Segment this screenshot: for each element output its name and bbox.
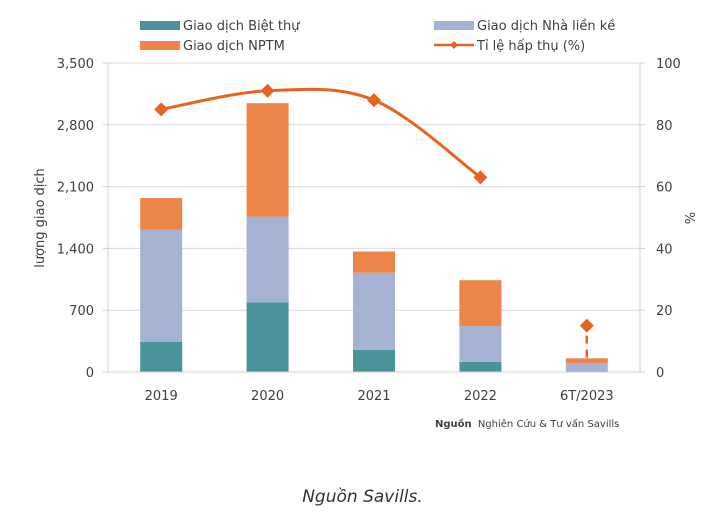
- image-caption: Nguồn Savills.: [302, 487, 423, 507]
- y-axis-ticks: 0 700 1,400 2,100 2,800 3,500: [57, 57, 108, 381]
- y-tick-label: 0: [86, 366, 94, 381]
- legend-swatch: [434, 21, 474, 30]
- y-tick-label: 1,400: [57, 242, 94, 257]
- legend-swatch: [140, 21, 180, 30]
- x-tick-label: 2022: [464, 389, 497, 404]
- bar-segment: [459, 280, 502, 327]
- legend-swatch: [140, 41, 180, 50]
- gridlines: [108, 62, 640, 311]
- y-tick-label: 3,500: [57, 57, 94, 72]
- x-axis-ticks: 2019 2020 2021 2022 6T/2023: [145, 389, 614, 404]
- bar-segment: [246, 216, 289, 303]
- line-marker: [367, 93, 381, 108]
- bar-segment: [246, 302, 289, 372]
- y2-tick-label: 80: [656, 119, 673, 134]
- y2-tick-label: 40: [656, 242, 673, 257]
- legend-label: Giao dịch NPTM: [183, 39, 285, 54]
- y-tick-label: 700: [69, 304, 94, 319]
- x-tick-label: 2019: [145, 389, 178, 404]
- bar-segment: [140, 341, 183, 372]
- legend-label: Giao dịch Nhà liền kề: [477, 19, 615, 34]
- bar-segment: [353, 251, 395, 273]
- y2-axis-title: %: [681, 212, 696, 224]
- x-tick-label: 2021: [357, 389, 390, 404]
- legend-marker: [450, 41, 458, 49]
- source-label: Nguồn: [435, 417, 472, 430]
- y2-tick-label: 20: [656, 304, 673, 319]
- bar-segment: [459, 361, 502, 372]
- y2-axis-ticks: 0 20 40 60 80 100: [640, 57, 681, 381]
- line-marker: [260, 83, 275, 98]
- legend-label: Giao dịch Biệt thự: [183, 19, 300, 34]
- line-marker: [154, 102, 169, 117]
- y-tick-label: 2,100: [57, 181, 94, 196]
- bar-segment: [565, 363, 608, 372]
- bar-segment: [353, 272, 395, 350]
- line-marker: [579, 318, 594, 333]
- x-tick-label: 6T/2023: [560, 389, 614, 404]
- x-tick-label: 2020: [251, 389, 284, 404]
- bar-segment: [459, 326, 502, 362]
- bar-segment: [246, 103, 289, 217]
- legend: Giao dịch Biệt thự Giao dịch Nhà liền kề G…: [140, 19, 615, 54]
- bar-segment: [140, 198, 183, 230]
- source-value: Nghiên Cứu & Tư vấn Savills: [478, 418, 620, 430]
- y2-tick-label: 100: [656, 57, 681, 72]
- y-tick-label: 2,800: [57, 119, 94, 134]
- axes: [107, 63, 641, 373]
- chart: 0 700 1,400 2,100 2,800 3,500 0 20 40 60 80 100 20…: [33, 19, 696, 430]
- bar-segment: [353, 349, 395, 372]
- line-marker: [473, 170, 488, 185]
- absorption-line-path: [160, 87, 482, 179]
- bars: [140, 103, 608, 372]
- bar-segment: [140, 229, 183, 342]
- y-axis-title: lượng giao dịch: [33, 168, 48, 268]
- y2-tick-label: 0: [656, 366, 664, 381]
- y2-tick-label: 60: [656, 181, 673, 196]
- bar-segment: [565, 358, 608, 364]
- source-note: Nguồn Nghiên Cứu & Tư vấn Savills: [435, 417, 619, 430]
- absorption-line: [154, 83, 594, 362]
- legend-label: Tỉ lệ hấp thụ (%): [476, 39, 585, 54]
